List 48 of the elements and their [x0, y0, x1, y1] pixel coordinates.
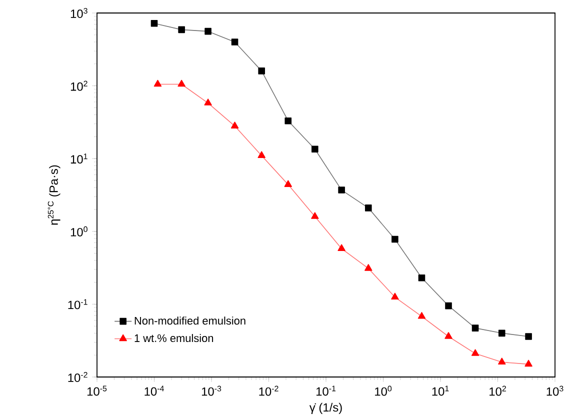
y-tick-label: 10$^{-2}$ [68, 372, 88, 382]
x-tick-label: 10$^{-2}$ [259, 386, 278, 396]
x-tick-label: 10$^{-5}$ [87, 386, 107, 396]
y-tick-label: 10$^{0}$ [70, 226, 88, 236]
x-tick-label: 10$^{1}$ [432, 386, 449, 396]
y-tick-label: 10$^{2}$ [70, 80, 88, 91]
point [150, 20, 158, 27]
point [418, 274, 426, 282]
x-tick-label: 10$^{3}$ [546, 386, 564, 396]
point [178, 80, 186, 86]
legend-label: Non-modified emulsion [134, 316, 246, 324]
point [230, 121, 239, 128]
point [258, 151, 266, 158]
point [525, 332, 532, 340]
point [444, 332, 452, 339]
x-axis-title: γ̇ (1/s) [309, 402, 342, 414]
point [258, 67, 265, 74]
x-tick-label: 10$^{0}$ [375, 386, 392, 396]
point [392, 236, 398, 242]
point [312, 146, 318, 152]
point [472, 324, 479, 332]
point [498, 358, 506, 364]
point [284, 180, 292, 187]
x-tick-label: 10$^{-3}$ [202, 386, 222, 396]
x-tick-label: 10$^{2}$ [490, 386, 506, 396]
point [471, 348, 480, 356]
x-tick-label: 10$^{-1}$ [316, 386, 336, 396]
point [445, 302, 452, 310]
legend-label: 1 wt.% emulsion [134, 334, 214, 342]
y-tick-label: 10$^{-1}$ [68, 299, 88, 309]
point [418, 312, 426, 319]
point [284, 117, 292, 124]
point [204, 28, 212, 35]
y-tick-label: 10$^{3}$ [70, 8, 88, 18]
y-axis-title: η$^{25°C}$ (Pa·s) [48, 165, 60, 225]
point [204, 98, 212, 106]
point [391, 292, 399, 300]
point [524, 360, 532, 366]
point [498, 330, 506, 336]
point [311, 212, 319, 219]
point [364, 204, 372, 212]
y-tick-label: 10$^{1}$ [70, 153, 88, 164]
x-tick-label: 10$^{-4}$ [144, 386, 164, 396]
point [338, 186, 345, 194]
point [338, 244, 346, 251]
point [364, 264, 372, 271]
point [231, 38, 238, 46]
point [178, 26, 185, 33]
